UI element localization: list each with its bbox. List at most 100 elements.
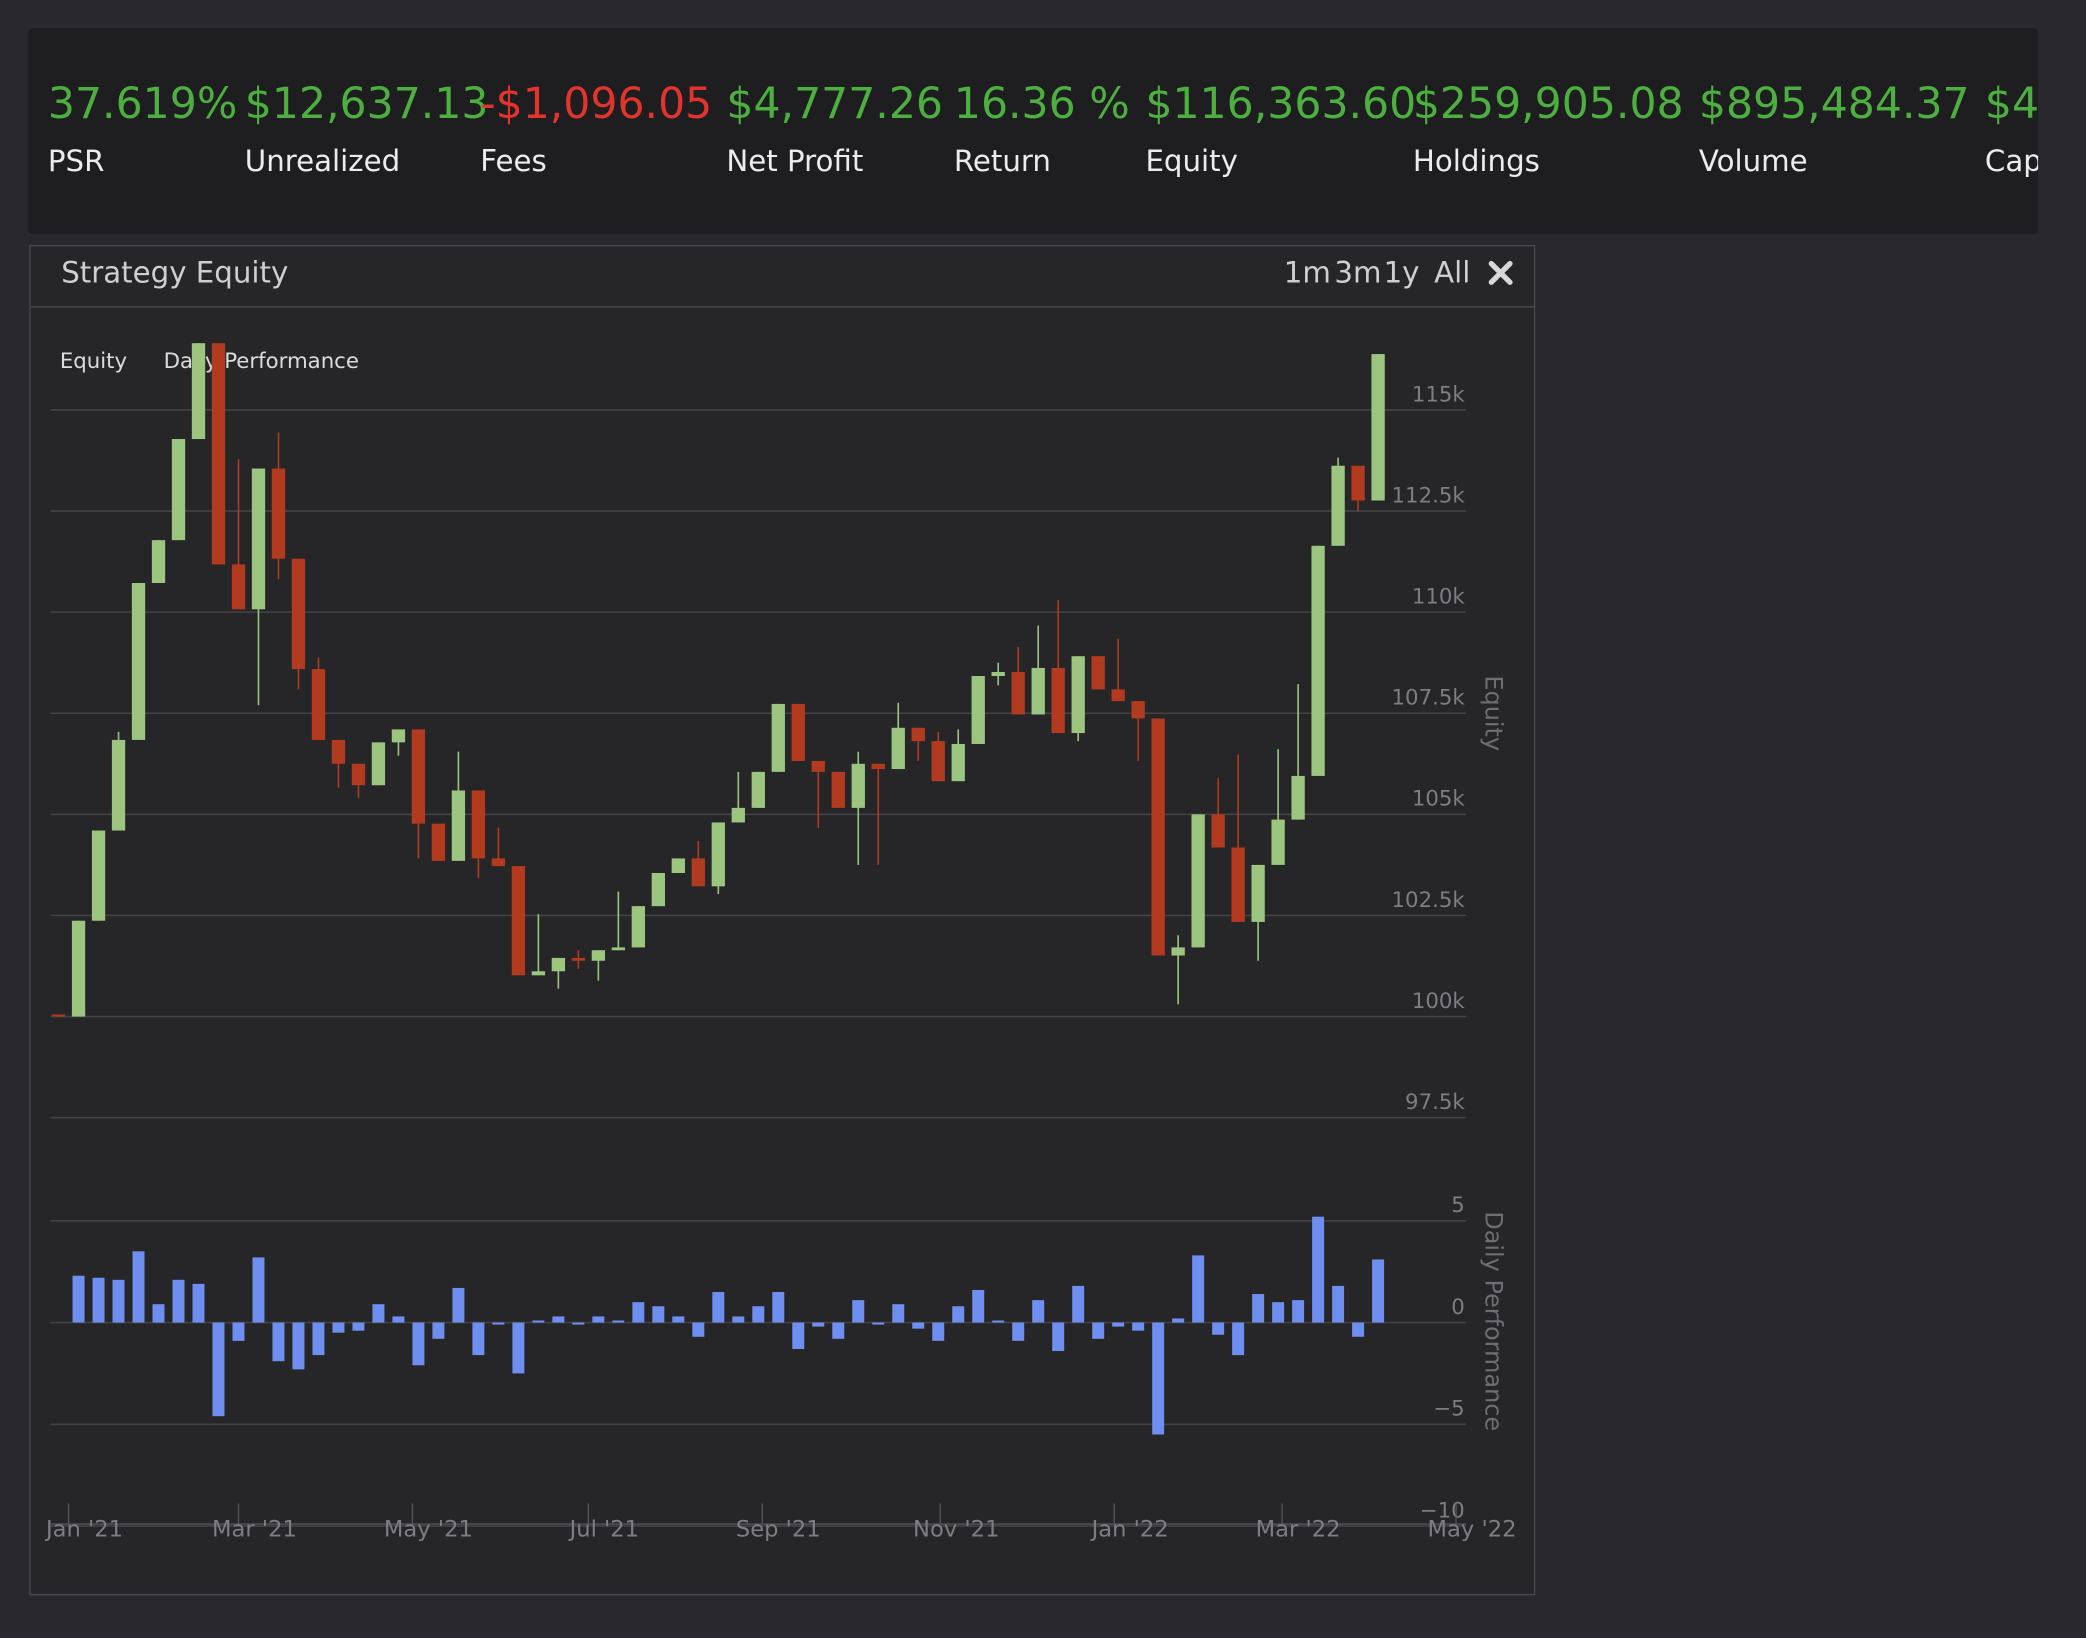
candle-body [931,741,945,782]
candle-body [891,727,905,770]
stat-value: $4,777.26 [726,79,943,129]
candle-body [771,703,785,772]
y-tick-label: −10 [1420,1498,1465,1523]
candle-body [491,858,506,867]
stat-value: $4 [1985,79,2039,129]
range-button[interactable]: 1m [1284,256,1331,290]
candle-body [611,947,626,951]
candle-body [151,540,166,584]
bar [1172,1318,1185,1323]
candle-body [951,743,965,782]
candle-body [631,906,645,948]
bar [492,1322,505,1325]
candle-body [851,763,865,808]
bar [172,1279,185,1323]
bar [792,1322,805,1350]
bar [1312,1216,1325,1323]
candle-body [1111,689,1125,702]
legend-item[interactable]: Equity [60,349,127,374]
candle-body [371,742,386,786]
y-tick-label: 100k [1412,989,1466,1014]
bar [612,1320,625,1323]
candle-body [1091,656,1105,690]
candle-body [1271,819,1285,865]
bar [412,1322,425,1366]
bar [652,1306,665,1323]
candle-body [431,823,446,861]
close-button[interactable] [1488,260,1513,285]
bar [772,1292,785,1323]
bar [252,1257,265,1323]
bar [352,1322,365,1331]
candle-body [531,971,546,976]
candle-body [1251,864,1265,922]
y-tick-label: 102.5k [1392,888,1466,913]
candle-body [411,729,426,824]
stat-label: Unrealized [245,144,400,178]
bar [512,1322,525,1374]
candle-body [391,729,406,743]
candle-body [1331,465,1345,546]
x-tick-label: Mar '22 [1256,1517,1341,1543]
candle-body [591,950,606,961]
bar [532,1320,545,1323]
bar [1332,1285,1345,1323]
stat-label: Volume [1699,144,1808,178]
range-button[interactable]: 1y [1384,256,1420,290]
bar [912,1322,925,1329]
y-tick-label: 0 [1451,1295,1465,1320]
stat-value: $116,363.60 [1145,79,1416,129]
stat-label: Return [954,144,1051,178]
bar [1032,1300,1045,1323]
candle-body [831,771,845,808]
candle-body [911,727,925,742]
candle-body [1211,814,1225,848]
bar [872,1322,885,1325]
candle-body [971,676,985,744]
candle-body [271,468,286,559]
stat-label: Capa [1985,144,2060,178]
bar [152,1304,165,1323]
candle-body [751,771,765,808]
candle-body [131,583,146,740]
candle-body [791,703,805,761]
bar [812,1322,825,1327]
range-button[interactable]: All [1434,256,1470,290]
candle-body [691,858,705,887]
candle-body [511,866,526,976]
y-axis-title: Equity [1480,675,1508,751]
chart-panel [29,244,1536,1596]
bar [392,1316,405,1323]
bar [272,1322,285,1362]
stat-value: $12,637.13 [245,79,489,129]
stat-value: $259,905.08 [1413,79,1684,129]
candle-body [1291,775,1305,820]
bar [432,1322,445,1339]
y-tick-label: 97.5k [1405,1090,1465,1115]
candle-body [991,671,1005,677]
bar [1232,1322,1245,1356]
bar [1112,1322,1125,1327]
bar [452,1287,465,1323]
bar [1012,1322,1025,1341]
bar [1052,1322,1065,1352]
stat-label: Net Profit [726,144,863,178]
stat-label: Fees [480,144,546,178]
stat-label: Equity [1145,144,1238,178]
y-tick-label: 115k [1412,382,1466,407]
bar [292,1322,305,1370]
candle-body [291,558,306,670]
bar [832,1322,845,1339]
candle-body [551,957,566,972]
candle-body [1071,656,1085,734]
y-tick-label: 5 [1451,1193,1465,1218]
stat-value: -$1,096.05 [480,79,712,129]
range-button[interactable]: 3m [1334,256,1381,290]
bar [1352,1322,1365,1337]
candle-body [1151,718,1165,956]
candle-body [451,790,466,861]
bar [1212,1322,1225,1335]
candle-body [571,957,586,961]
bar [1192,1255,1205,1323]
